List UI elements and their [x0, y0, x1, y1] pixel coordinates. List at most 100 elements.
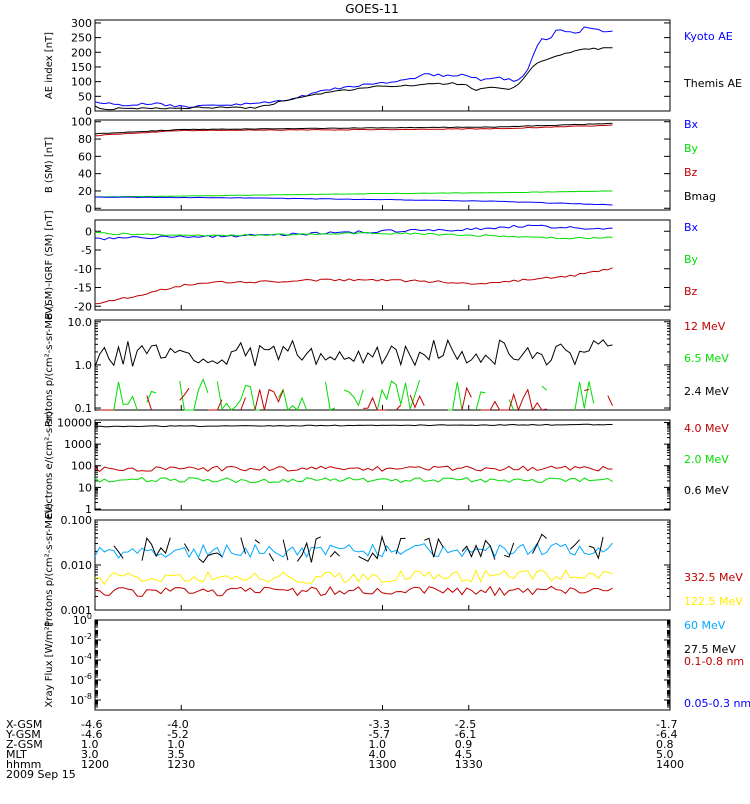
- legend-1-1: By: [684, 142, 699, 155]
- series-line-1-1: [94, 122, 613, 135]
- ephem-value-3-3: 4.5: [454, 748, 473, 761]
- ephem-label-1: Y-GSM: [6, 728, 41, 741]
- ephem-value-2-0: 1.0: [81, 738, 99, 751]
- legend-3-0: 12 MeV: [684, 320, 726, 333]
- y-tick-label-0-3: 150: [71, 61, 92, 74]
- legend-3-1: 6.5 MeV: [684, 352, 729, 365]
- date-label: 2009 Sep 15: [6, 768, 76, 781]
- y-axis-label-0: AE index [nT]: [44, 32, 55, 99]
- ephem-value-2-4: 0.8: [656, 738, 674, 751]
- ephem-value-0-2: -3.3: [368, 718, 390, 731]
- y-tick-label-5-1: 0.010: [61, 559, 93, 572]
- y-tick-label-0-4: 200: [71, 46, 92, 59]
- series-line-5-0: [94, 542, 613, 559]
- legend-1-0: Bx: [684, 118, 699, 131]
- y-tick-label-4-4: 10000: [57, 416, 92, 429]
- series-line-3-0: [94, 338, 613, 367]
- ephem-value-4-4: 1400: [656, 758, 684, 771]
- legend-5-1: 122.5 MeV: [684, 595, 743, 608]
- y-tick-label-6-3: 10-2: [70, 632, 92, 647]
- ephem-value-2-1: 1.0: [167, 738, 185, 751]
- series-line-1-2: [94, 190, 613, 198]
- y-tick-label-1-2: 40: [78, 168, 92, 181]
- legend-0-0: Kyoto AE: [684, 30, 733, 43]
- y-tick-label-1-3: 60: [78, 150, 92, 163]
- legend-1-3: Bmag: [684, 190, 716, 203]
- panel-frame-3: [94, 319, 671, 411]
- y-tick-label-0-0: 0: [85, 105, 92, 118]
- y-tick-label-2-4: 0: [85, 225, 92, 238]
- y-tick-label-4-2: 100: [71, 460, 92, 473]
- y-tick-label-6-0: 10-8: [70, 692, 92, 707]
- ephem-label-0: X-GSM: [6, 718, 43, 731]
- series-line-5-3: [94, 585, 613, 597]
- y-tick-label-0-6: 300: [71, 17, 92, 30]
- y-tick-label-2-0: -20: [74, 300, 92, 313]
- ephem-label-2: Z-GSM: [6, 738, 43, 751]
- legend-4-0: 4.0 MeV: [684, 422, 729, 435]
- y-tick-label-5-0: 0.001: [61, 604, 93, 617]
- legend-0-1: Themis AE: [683, 77, 742, 90]
- y-tick-label-1-4: 80: [78, 133, 92, 146]
- y-tick-label-2-2: -10: [74, 263, 92, 276]
- y-axis-label-1: B (SM) [nT]: [44, 137, 55, 193]
- series-line-4-0: [94, 423, 613, 428]
- ephem-value-3-0: 3.0: [81, 748, 99, 761]
- y-tick-label-0-1: 50: [78, 90, 92, 103]
- legend-5-0: 332.5 MeV: [684, 571, 743, 584]
- legend-2-0: Bx: [684, 221, 699, 234]
- legend-1-2: Bz: [684, 166, 698, 179]
- legend-2-2: Bz: [684, 285, 698, 298]
- y-tick-label-4-3: 1000: [64, 438, 92, 451]
- panel-frame-0: [94, 19, 671, 112]
- y-tick-label-4-0: 1: [85, 503, 92, 516]
- ephem-value-2-3: 0.9: [454, 738, 473, 751]
- y-tick-label-3-2: 10.0: [68, 316, 93, 329]
- ephem-label-4: hhmm: [6, 758, 42, 771]
- legend-4-2: 0.6 MeV: [684, 484, 729, 497]
- y-tick-label-0-2: 100: [71, 76, 92, 89]
- legend-6-1: 0.05-0.3 nm: [684, 697, 750, 710]
- ephem-value-1-3: -6.1: [454, 728, 477, 741]
- series-line-4-1: [94, 465, 613, 473]
- y-tick-label-0-5: 250: [71, 32, 92, 45]
- y-tick-label-1-0: 0: [85, 202, 92, 215]
- y-tick-label-3-0: 0.1: [75, 402, 93, 415]
- ephem-value-4-1: 1230: [167, 758, 196, 771]
- y-axis-label-5: Protons p/(cm²-s-sr-MeV): [44, 503, 55, 627]
- ephem-value-0-3: -2.5: [454, 718, 477, 731]
- ephem-value-1-4: -6.4: [656, 728, 678, 741]
- legend-5-2: 60 MeV: [684, 619, 726, 632]
- ephem-value-4-3: 1330: [454, 758, 483, 771]
- y-tick-label-6-1: 10-6: [70, 672, 92, 687]
- y-axis-label-4: Electrons e/(cm²-s-sr): [44, 411, 55, 519]
- series-line-4-2: [94, 476, 613, 484]
- y-tick-label-4-1: 10: [78, 481, 92, 494]
- ephem-value-0-0: -4.6: [81, 718, 103, 731]
- y-axis-label-2: B (SM)-IGRF (SM) [nT]: [44, 210, 55, 319]
- panel-frame-5: [94, 519, 671, 611]
- y-tick-label-5-2: 0.100: [61, 514, 93, 527]
- legend-4-1: 2.0 MeV: [684, 453, 729, 466]
- series-line-2-2: [94, 267, 613, 305]
- ephem-value-2-2: 1.0: [368, 738, 387, 751]
- series-line-0-0: [94, 26, 613, 108]
- y-tick-label-1-1: 20: [78, 185, 92, 198]
- ephem-value-0-4: -1.7: [656, 718, 678, 731]
- ephem-value-1-1: -5.2: [167, 728, 189, 741]
- legend-6-0: 0.1-0.8 nm: [684, 655, 744, 668]
- panel-frame-4: [94, 419, 671, 511]
- ephem-value-4-0: 1200: [81, 758, 109, 771]
- legend-2-1: By: [684, 253, 699, 266]
- ephem-value-3-2: 4.0: [368, 748, 387, 761]
- series-line-3-2: [99, 386, 613, 412]
- y-axis-label-6: Xray Flux [W/m²]: [44, 622, 55, 707]
- series-line-1-0: [94, 124, 613, 137]
- plot-title: GOES-11: [345, 2, 399, 16]
- y-tick-label-2-3: -5: [81, 244, 92, 257]
- legend-3-2: 2.4 MeV: [684, 385, 729, 398]
- ephem-value-1-0: -4.6: [81, 728, 103, 741]
- series-line-1-3: [95, 196, 613, 206]
